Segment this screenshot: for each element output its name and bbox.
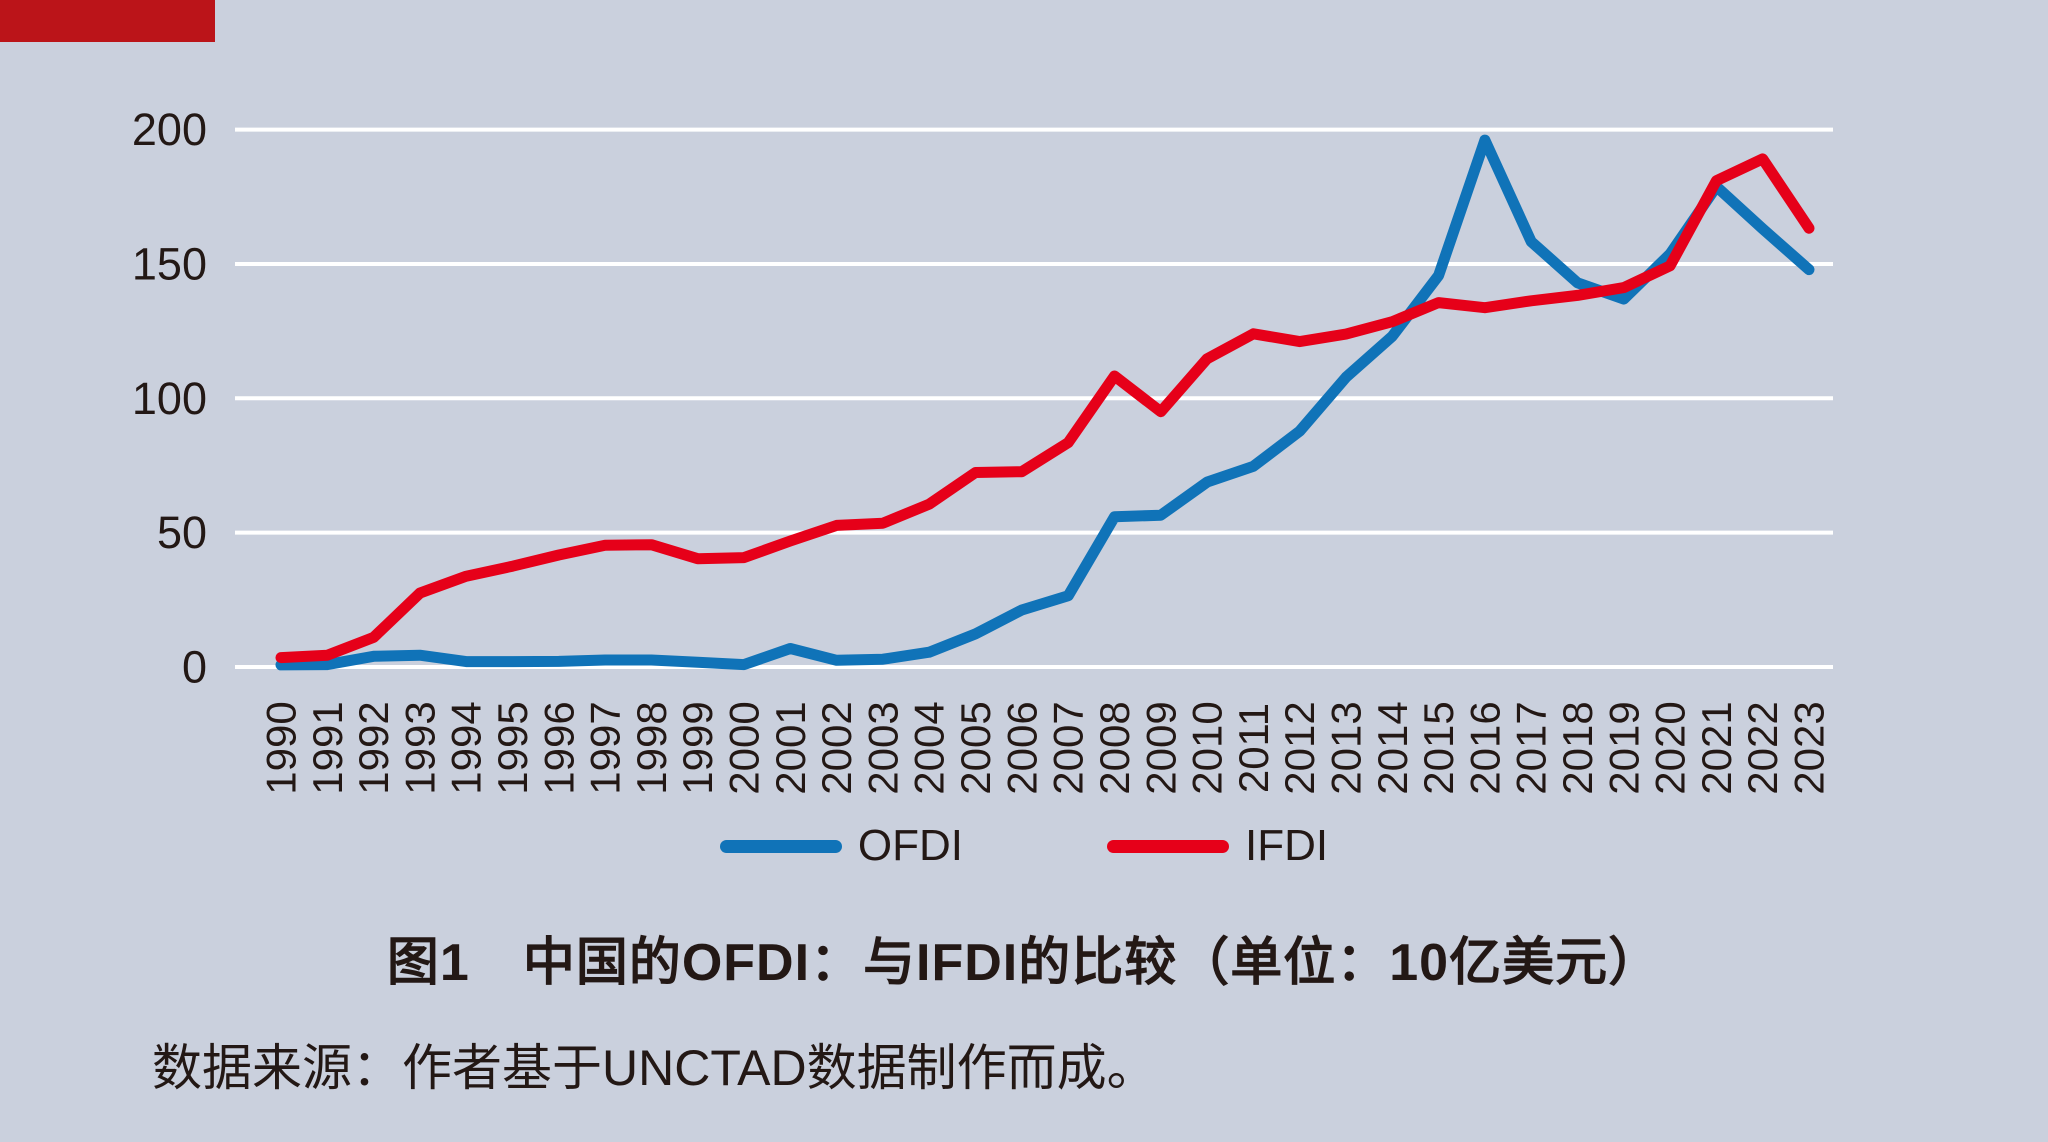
x-axis-year-label: 2000 — [721, 701, 768, 794]
x-axis-year-label: 2022 — [1739, 701, 1786, 794]
line-chart: 0 50 100 150 200 1990 1991 1992 1993 1994 1995 1996… — [132, 104, 1833, 795]
legend-item-ifdi: IFDI — [1107, 824, 1328, 868]
chart-legend: OFDI IFDI — [0, 824, 2048, 868]
x-axis-year-label: 2015 — [1415, 701, 1462, 794]
x-axis-year-label: 1991 — [304, 701, 351, 794]
y-axis-tick-label: 50 — [157, 507, 207, 558]
x-axis-year-label: 1996 — [535, 701, 582, 794]
x-axis-year-label: 2013 — [1323, 701, 1370, 794]
y-axis-tick-label: 200 — [132, 104, 207, 155]
x-axis-year-label: 2008 — [1091, 701, 1138, 794]
x-axis-year-label: 1992 — [350, 701, 397, 794]
x-axis-year-label: 2018 — [1554, 701, 1601, 794]
x-axis-year-label: 2014 — [1369, 701, 1416, 794]
x-axis-year-label: 2012 — [1276, 701, 1323, 794]
x-axis-year-label: 1994 — [443, 701, 490, 794]
x-axis-year-label: 2016 — [1461, 701, 1508, 794]
x-axis-year-label: 2007 — [1045, 701, 1092, 794]
x-axis-year-label: 2011 — [1230, 703, 1277, 793]
x-axis-year-label: 1997 — [582, 701, 629, 794]
y-axis-tick-label: 150 — [132, 239, 207, 290]
x-axis-year-label: 2021 — [1693, 701, 1740, 794]
x-axis-year-label: 2020 — [1647, 701, 1694, 794]
corner-banner — [0, 0, 215, 42]
x-axis-year-label: 2001 — [767, 701, 814, 794]
y-axis-tick-label: 100 — [132, 373, 207, 424]
figure-title: 图1 中国的OFDI：与IFDI的比较（单位：10亿美元） — [386, 934, 1662, 992]
x-axis-year-label: 2006 — [998, 701, 1045, 794]
legend-label-ofdi: OFDI — [857, 821, 963, 870]
x-axis-year-label: 2010 — [1184, 701, 1231, 794]
y-axis-tick-label: 0 — [182, 642, 207, 693]
x-axis-year-label: 1998 — [628, 701, 675, 794]
x-axis-year-label: 2009 — [1137, 701, 1184, 794]
source-note: 数据来源：作者基于UNCTAD数据制作而成。 — [152, 1040, 1157, 1096]
x-axis-year-label: 2019 — [1600, 701, 1647, 794]
x-axis-year-label: 1993 — [396, 701, 443, 794]
ifdi-line-swatch — [1107, 839, 1229, 853]
x-axis-year-label: 1999 — [674, 701, 721, 794]
x-axis-year-label: 2004 — [906, 701, 953, 794]
x-axis-year-label: 2023 — [1786, 701, 1833, 794]
x-axis-year-label: 2005 — [952, 701, 999, 794]
legend-item-ofdi: OFDI — [719, 821, 963, 870]
x-axis-year-label: 1990 — [258, 701, 305, 794]
x-axis-year-label: 2017 — [1508, 701, 1555, 794]
x-axis-year-label: 1995 — [489, 701, 536, 794]
x-axis-year-label: 2002 — [813, 701, 860, 794]
x-axis-year-label: 2003 — [859, 701, 906, 794]
ofdi-line — [275, 134, 1815, 671]
ofdi-line-swatch — [719, 839, 842, 853]
ifdi-line — [275, 153, 1815, 664]
legend-label-ifdi: IFDI — [1245, 821, 1329, 870]
